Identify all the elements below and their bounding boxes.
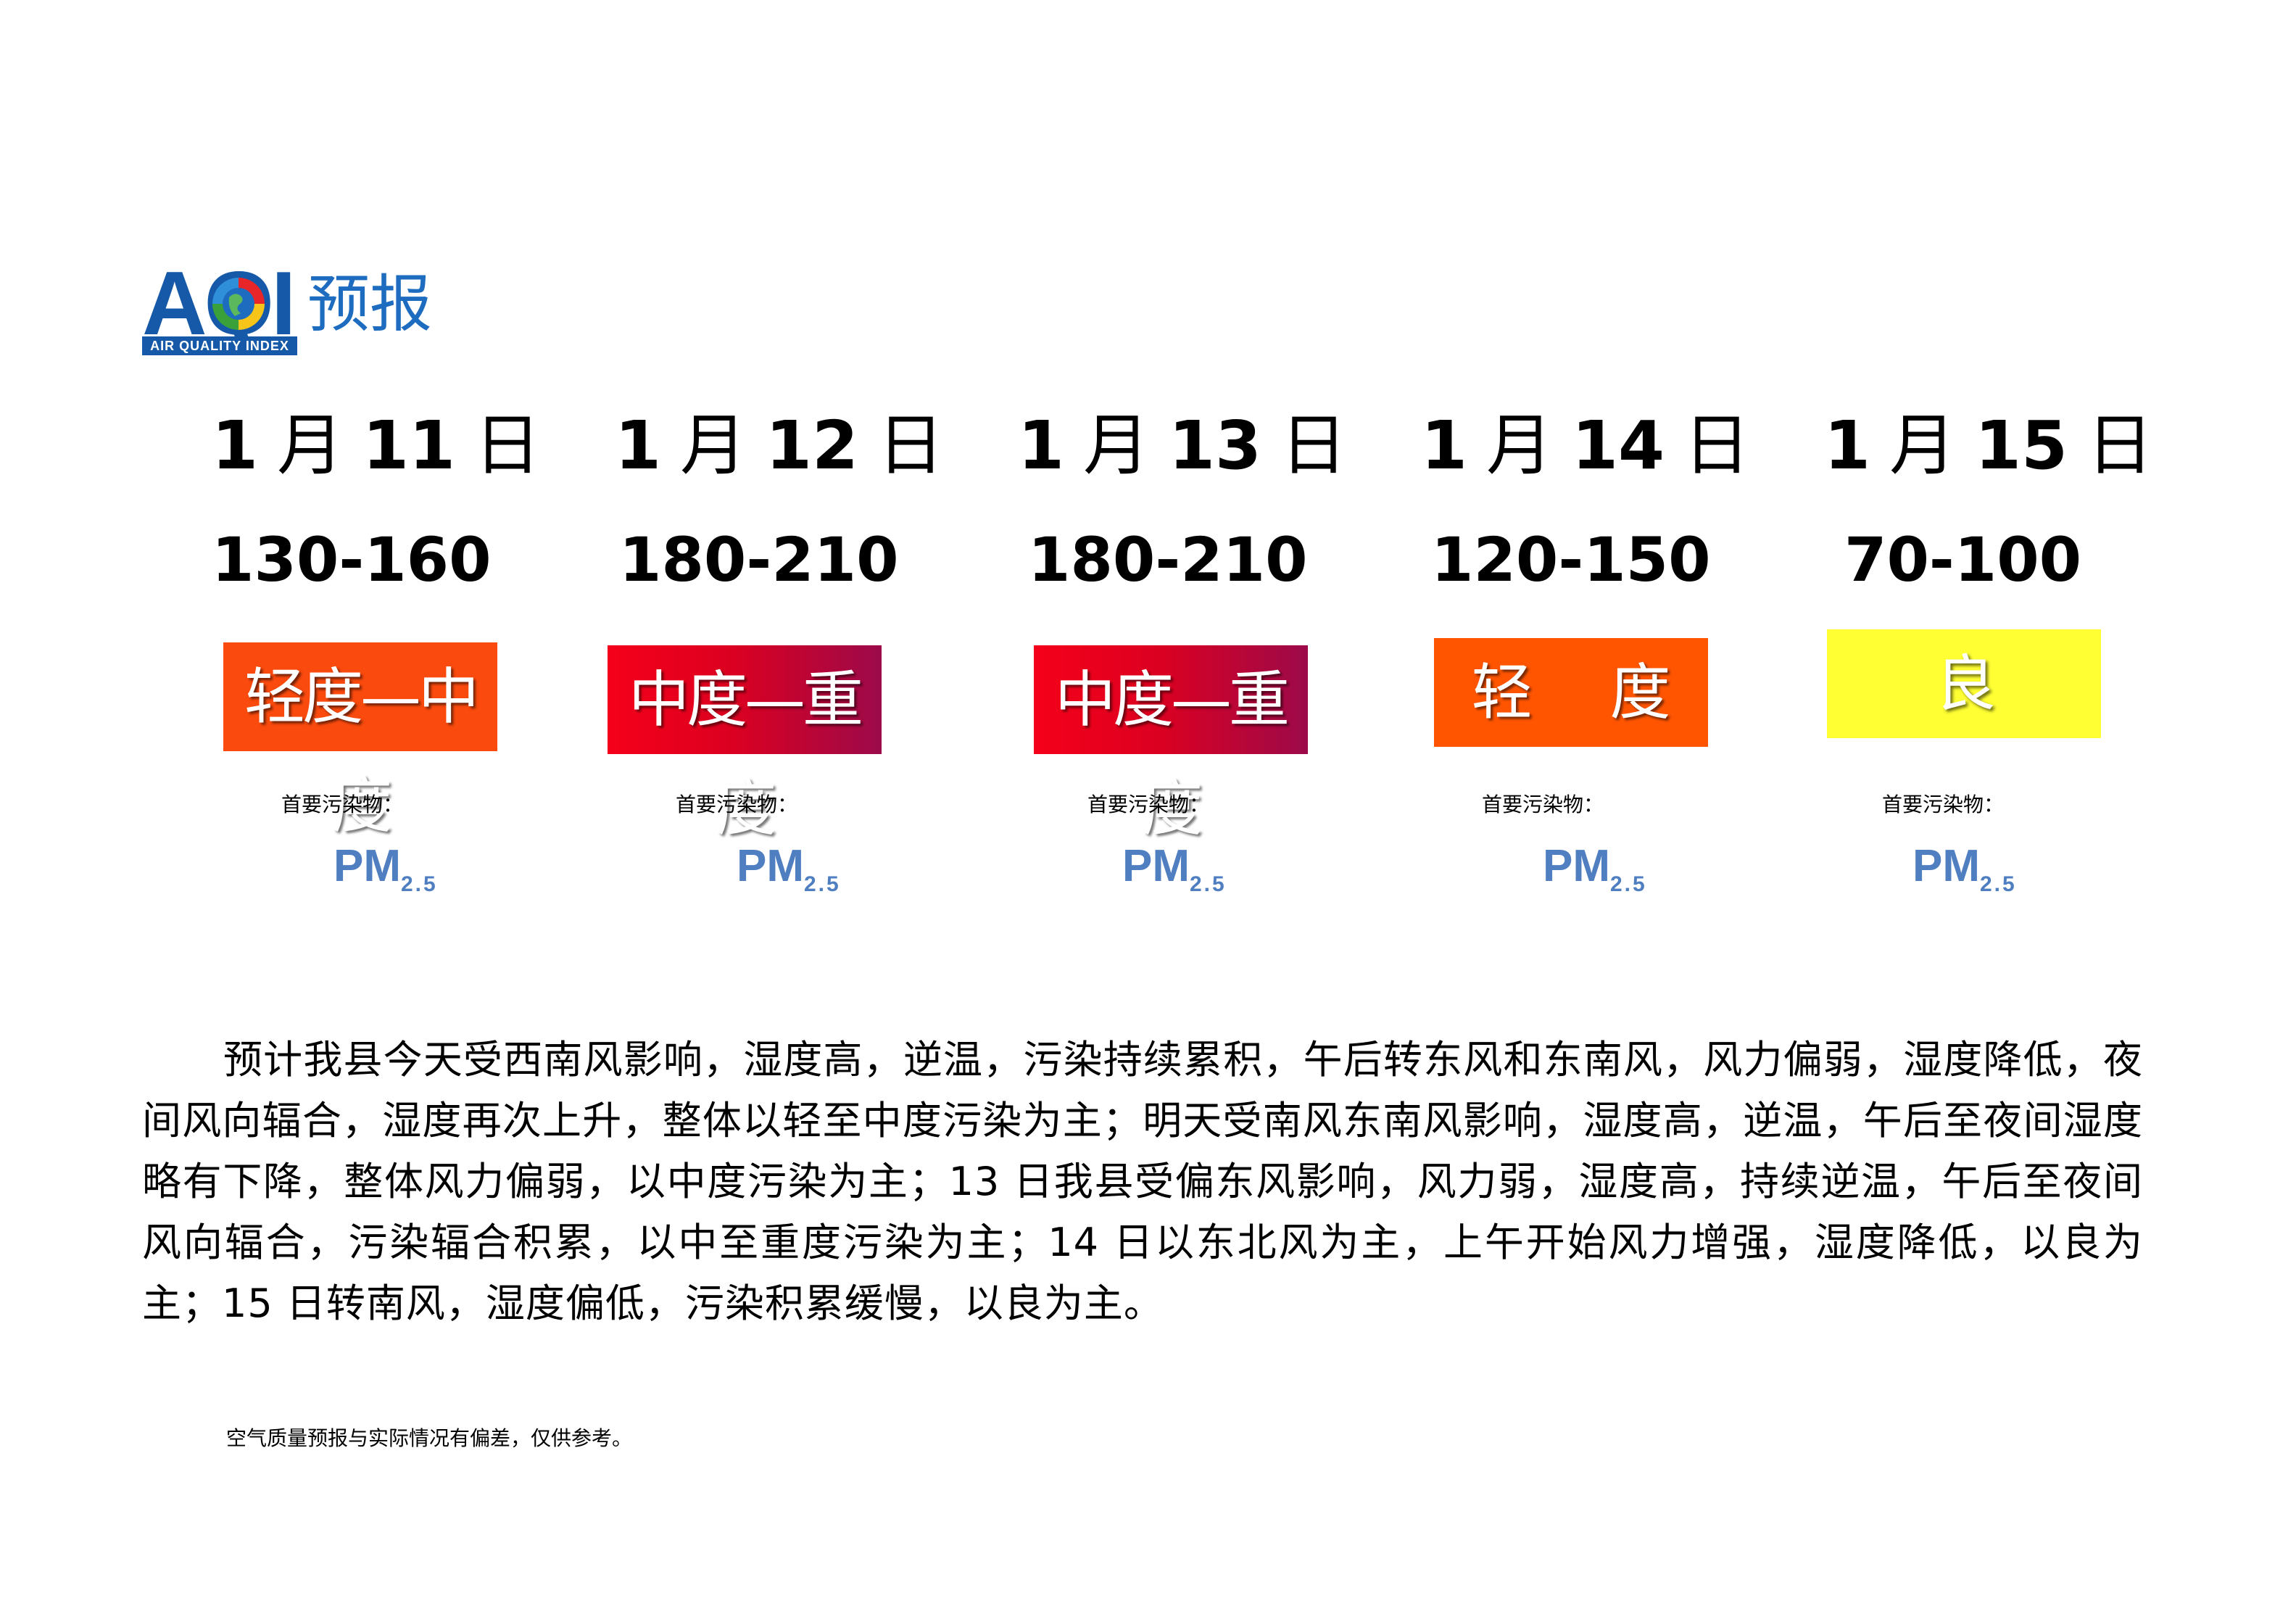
date-month-unit: 月 xyxy=(1486,407,1554,484)
aqi-range: 70-100 xyxy=(1844,524,2082,595)
aqi-range: 130-160 xyxy=(212,524,492,595)
primary-pollutant-label: 首要污染物： xyxy=(1882,793,2005,816)
primary-pollutant-label: 首要污染物： xyxy=(676,793,798,816)
primary-pollutant-label: 首要污染物： xyxy=(281,793,404,816)
pollutant-name: PM xyxy=(737,841,804,891)
primary-pollutant-label: 首要污染物： xyxy=(1482,793,1604,816)
pollutant-name: PM xyxy=(1122,841,1190,891)
aqi-range: 180-210 xyxy=(619,524,899,595)
date-day: 15 xyxy=(1975,407,2068,484)
date-month-unit: 月 xyxy=(680,407,747,484)
date-month: 1 xyxy=(615,407,662,484)
date-day-unit: 日 xyxy=(1683,407,1751,484)
globe-icon xyxy=(210,275,268,333)
primary-pollutant-value: PM2.5 xyxy=(737,841,841,910)
aqi-level-badge: 良 xyxy=(1827,629,2101,738)
date-day-unit: 日 xyxy=(877,407,945,484)
forecast-date: 1 月 12 日 xyxy=(615,406,963,486)
forecast-date: 1 月 11 日 xyxy=(212,406,560,486)
primary-pollutant-label: 首要污染物： xyxy=(1087,793,1210,816)
page-title: 预报 xyxy=(307,268,432,341)
date-day-unit: 日 xyxy=(2086,407,2154,484)
date-day: 11 xyxy=(362,407,456,484)
forecast-description: 预计我县今天受西南风影响，湿度高，逆温，污染持续累积，午后转东风和东南风，风力偏… xyxy=(142,1037,2143,1326)
forecast-day-3: 1 月 13 日 180-210 中度—重度 首要污染物： PM2.5 xyxy=(1018,392,1424,914)
forecast-day-5: 1 月 15 日 70-100 良 首要污染物： PM2.5 xyxy=(1824,392,2230,914)
pollutant-subscript: 2.5 xyxy=(804,872,841,896)
primary-pollutant-value: PM2.5 xyxy=(1912,841,2017,910)
disclaimer-footnote: 空气质量预报与实际情况有偏差，仅供参考。 xyxy=(226,1426,633,1450)
forecast-day-4: 1 月 14 日 120-150 轻 度 首要污染物： PM2.5 xyxy=(1421,392,1827,914)
date-month-unit: 月 xyxy=(1083,407,1151,484)
forecast-date: 1 月 14 日 xyxy=(1421,406,1769,486)
forecast-day-1: 1 月 11 日 130-160 轻度—中度 首要污染物： PM2.5 xyxy=(212,392,618,914)
date-month-unit: 月 xyxy=(277,407,344,484)
pollutant-subscript: 2.5 xyxy=(1610,872,1647,896)
date-month: 1 xyxy=(1421,407,1468,484)
forecast-date: 1 月 13 日 xyxy=(1018,406,1366,486)
aqi-level-badge: 轻 度 xyxy=(1434,638,1708,747)
pollutant-subscript: 2.5 xyxy=(1980,872,2017,896)
pollutant-subscript: 2.5 xyxy=(401,872,438,896)
primary-pollutant-value: PM2.5 xyxy=(1122,841,1227,910)
aqi-range: 180-210 xyxy=(1028,524,1308,595)
pollutant-name: PM xyxy=(333,841,401,891)
aqi-level-badge: 中度—重度 xyxy=(1034,645,1308,844)
pollutant-name: PM xyxy=(1912,841,1980,891)
aqi-level-badge: 中度—重度 xyxy=(608,645,882,844)
aqi-level-badge: 轻度—中度 xyxy=(223,642,497,841)
forecast-date: 1 月 15 日 xyxy=(1824,406,2172,486)
date-day: 14 xyxy=(1572,407,1665,484)
date-day-unit: 日 xyxy=(1280,407,1348,484)
pollutant-subscript: 2.5 xyxy=(1190,872,1227,896)
date-month: 1 xyxy=(1824,407,1871,484)
aqi-range: 120-150 xyxy=(1431,524,1711,595)
date-month: 1 xyxy=(212,407,259,484)
date-day: 13 xyxy=(1169,407,1262,484)
aqi-logo: AQI AIR QUALITY INDEX 预报 xyxy=(142,259,454,355)
pollutant-name: PM xyxy=(1543,841,1610,891)
date-day-unit: 日 xyxy=(474,407,542,484)
forecast-day-2: 1 月 12 日 180-210 中度—重度 首要污染物： PM2.5 xyxy=(608,392,1021,914)
date-day: 12 xyxy=(766,407,859,484)
primary-pollutant-value: PM2.5 xyxy=(1543,841,1647,910)
primary-pollutant-value: PM2.5 xyxy=(333,841,438,910)
date-month-unit: 月 xyxy=(1889,407,1957,484)
logo-subtitle: AIR QUALITY INDEX xyxy=(142,336,297,355)
date-month: 1 xyxy=(1018,407,1065,484)
